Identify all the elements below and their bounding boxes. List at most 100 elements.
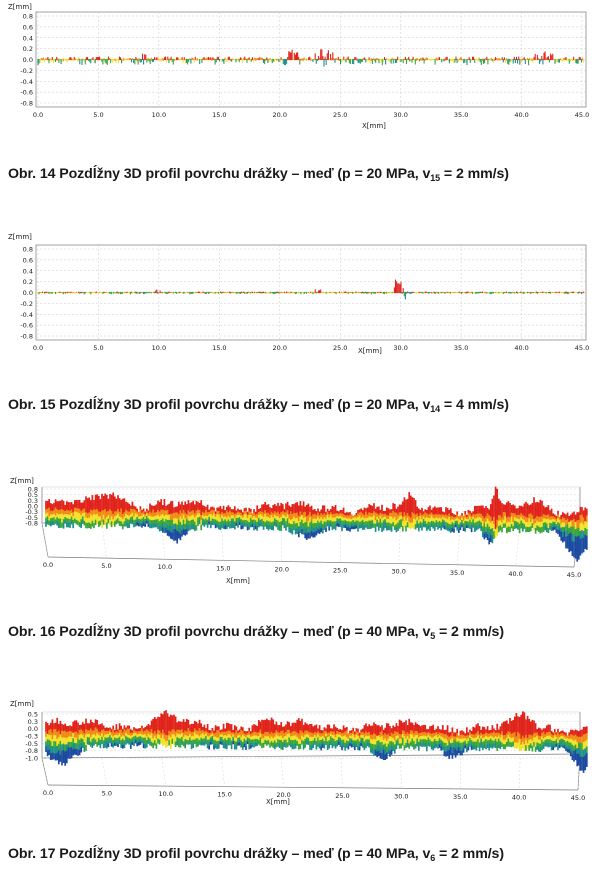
y-tick-label: -0.8: [25, 747, 38, 755]
caption-end: = 2 mm/s): [435, 624, 504, 640]
z-axis-label: Z[mm]: [8, 233, 32, 241]
x-tick-label: 15.0: [212, 344, 226, 352]
profile-chart-14: Z[mm] 0.8 0.6 0.4 0.2 0.0 -0.2 -0.4 -0.6 -0.8 0.…: [8, 3, 589, 130]
x-tick-label: 45.0: [575, 344, 589, 352]
y-tick-label: 0.5: [28, 491, 38, 499]
x-tick-label: 45.0: [567, 571, 581, 579]
z-axis-label: Z[mm]: [8, 3, 32, 11]
grid-line: [515, 522, 521, 566]
caption-subscript: 14: [430, 404, 441, 414]
grid-line: [41, 522, 49, 558]
y-tick-label: -0.3: [25, 508, 38, 516]
x-tick-label: 45.0: [571, 794, 585, 802]
profile-chart-17: Z[mm] 0.50.30.0-0.3-0.5-0.8-1.0 0.0 5.0 10…: [10, 700, 588, 806]
x-tick-label: 25.0: [333, 567, 347, 575]
figure-caption: Obr. 15 Pozdĺžny 3D profil povrchu drážk…: [8, 397, 598, 414]
x-tick-labels: 0.0 5.0 10.0 15.0 20.0 25.0 30.0 35.0 40.0 45.0: [43, 561, 581, 579]
x-tick-label: 40.0: [514, 111, 528, 119]
x-tick-label: 15.0: [212, 111, 226, 119]
grid-line: [221, 757, 225, 787]
y-tick-labels: 0.8 0.6 0.4 0.2 0.0 -0.2 -0.4 -0.6 -0.8: [20, 246, 33, 341]
caption-text: Obr. 15 Pozdĺžny 3D profil povrchu drážk…: [8, 397, 431, 413]
y-tick-label: 0.3: [28, 718, 38, 726]
x-tick-label: 15.0: [217, 791, 231, 799]
x-tick-label: 25.0: [335, 792, 349, 800]
y-tick-label: 0.2: [23, 278, 33, 286]
grid-line: [456, 522, 461, 565]
x-tick-label: 30.0: [393, 111, 407, 119]
grid-line: [280, 522, 282, 562]
x-tick-label: 5.0: [101, 562, 111, 570]
x-tick-label: 5.0: [93, 344, 103, 352]
caption-subscript: 15: [430, 173, 441, 183]
x-tick-labels: 0.0 5.0 10.0 15.0 20.0 25.0 30.0 35.0 40.0 45.0: [33, 111, 589, 119]
figure-17: Z[mm] 0.5 0.3 0.0 -0.3 -0.5 -0.8 -1.0 0.0 5.0 10…: [0, 688, 600, 880]
x-tick-label: 20.0: [273, 344, 287, 352]
x-tick-label: 35.0: [454, 111, 468, 119]
y-tick-label: 0.0: [23, 56, 33, 64]
y-tick-label: 0.8: [23, 246, 33, 254]
x-axis-label: X[mm]: [226, 577, 250, 585]
x-tick-label: 20.0: [275, 565, 289, 573]
grid-line: [573, 522, 581, 568]
grid-line: [340, 757, 343, 788]
y-tick-label: 0.0: [28, 725, 38, 733]
frame-front: [47, 556, 575, 568]
x-tick-label: 10.0: [152, 111, 166, 119]
x-tick-label: 40.0: [514, 344, 528, 352]
y-tick-label: 0.0: [28, 503, 38, 511]
surface-profile: [37, 279, 585, 300]
caption-end: = 2 mm/s): [440, 166, 509, 182]
x-tick-label: 20.0: [276, 791, 290, 799]
x-tick-label: 0.0: [33, 344, 43, 352]
x-tick-label: 40.0: [508, 570, 522, 578]
x-tick-labels: 0.0 5.0 10.0 15.0 20.0 25.0 30.0 35.0 40.0 45.0: [33, 344, 589, 352]
x-tick-label: 10.0: [152, 344, 166, 352]
profile-chart-16: Z[mm] 0.80.50.30.0-0.3-0.5-0.8 0.0 5.0 10.…: [10, 477, 588, 585]
figure-15: Z[mm] 0.8 0.6 0.4 0.2 0.0 -0.2 -0.4 -0.6 -0.8 0.…: [0, 225, 600, 425]
y-tick-label: -0.6: [20, 322, 33, 330]
y-tick-label: -0.6: [20, 89, 33, 97]
frame-front: [47, 784, 579, 791]
surface-profile: [37, 49, 585, 67]
caption-text: Obr. 16 Pozdĺžny 3D profil povrchu drážk…: [8, 624, 431, 640]
x-tick-label: 0.0: [43, 561, 53, 569]
x-tick-label: 10.0: [158, 563, 172, 571]
y-tick-labels: 0.8 0.6 0.4 0.2 0.0 -0.2 -0.4 -0.6 -0.8: [20, 13, 33, 108]
x-tick-label: 0.0: [33, 111, 43, 119]
y-tick-label: 0.6: [23, 256, 33, 264]
y-tick-label: -0.8: [20, 100, 33, 108]
perspective-grid: [41, 711, 581, 791]
y-tick-label: 0.5: [28, 711, 38, 719]
x-tick-label: 20.0: [273, 111, 287, 119]
y-tick-labels: 0.50.30.0-0.3-0.5-0.8-1.0: [25, 711, 38, 763]
grid-line: [161, 757, 166, 787]
y-tick-label: 0.2: [23, 45, 33, 53]
y-tick-label: 0.4: [23, 34, 33, 42]
x-tick-label: 25.0: [333, 111, 347, 119]
y-tick-label: 0.4: [23, 267, 33, 275]
y-tick-labels: 0.80.50.30.0-0.3-0.5-0.8: [25, 486, 38, 528]
y-tick-label: -0.8: [25, 520, 38, 528]
surface-3d: [45, 710, 588, 773]
y-tick-label: -0.8: [20, 333, 33, 341]
figure-14: Z[mm] 0.8 0.6 0.4 0.2 0.0 -0.2 -0.4 -0.6 -0.8 0.…: [0, 0, 600, 200]
x-tick-label: 45.0: [575, 111, 589, 119]
x-tick-label: 5.0: [102, 790, 112, 798]
x-tick-label: 5.0: [93, 111, 103, 119]
y-tick-label: -0.5: [25, 740, 38, 748]
y-tick-label: 0.8: [28, 486, 38, 494]
y-tick-label: -0.5: [25, 514, 38, 522]
figure-caption: Obr. 16 Pozdĺžny 3D profil povrchu drážk…: [8, 624, 598, 641]
x-tick-labels: 0.0 5.0 10.0 15.0 20.0 25.0 30.0 35.0 40.0 45.0: [43, 789, 585, 802]
x-tick-label: 35.0: [450, 569, 464, 577]
y-tick-label: -0.4: [20, 78, 33, 86]
grid-line: [101, 757, 108, 786]
y-tick-label: -0.4: [20, 311, 33, 319]
y-tick-label: 0.3: [28, 497, 38, 505]
grid-line: [41, 757, 49, 786]
y-tick-label: -0.2: [20, 300, 33, 308]
x-tick-label: 10.0: [159, 790, 173, 798]
caption-subscript: 5: [430, 631, 436, 641]
grid-line: [398, 522, 401, 564]
